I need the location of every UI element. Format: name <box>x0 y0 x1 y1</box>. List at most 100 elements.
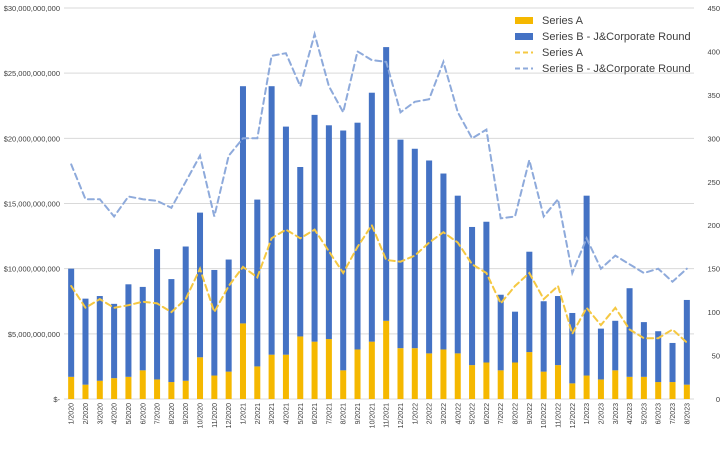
bar-series-a <box>669 382 676 399</box>
bar-series-b <box>597 328 604 380</box>
bar-series-b <box>483 221 490 363</box>
x-axis-tick: 3/2020 <box>97 403 104 425</box>
x-axis-tick: 10/2021 <box>369 403 376 428</box>
bar-series-b <box>239 86 246 324</box>
bar-series-b <box>82 298 89 385</box>
bar-series-a <box>154 379 161 399</box>
x-axis-tick: 5/2021 <box>298 403 305 425</box>
x-axis-tick: 6/2020 <box>140 403 147 425</box>
x-axis-tick: 4/2022 <box>455 403 462 425</box>
x-axis-tick: 5/2023 <box>641 403 648 425</box>
bar-series-a <box>540 371 547 399</box>
bar-series-a <box>239 323 246 399</box>
left-axis-tick: $25,000,000,000 <box>4 69 60 78</box>
bar-series-b <box>440 173 447 350</box>
legend-label: Series A <box>542 47 584 59</box>
legend-label: Series B - J&Corporate Round <box>542 31 691 43</box>
right-axis-tick-labels: 0 50 100 150 200 250 300 350 400 450 <box>707 4 720 404</box>
x-axis-tick: 1/2021 <box>240 403 247 425</box>
x-axis-tick: 8/2022 <box>513 403 520 425</box>
bar-series-a <box>368 341 375 399</box>
bar-series-a <box>211 375 218 399</box>
x-axis-tick: 7/2022 <box>498 403 505 425</box>
bar-series-a <box>139 370 146 399</box>
x-axis-tick-labels: 1/2020 2/2020 3/2020 4/2020 5/2020 6/2020 7/20… <box>69 403 692 428</box>
left-axis-tick: $5,000,000,000 <box>8 330 60 339</box>
bar-series-a <box>268 354 275 399</box>
bar-series-a <box>111 378 118 399</box>
bar-series-a <box>655 382 662 399</box>
bar-series-a <box>225 371 232 399</box>
bar-series-b <box>411 148 418 349</box>
bar-series-b <box>454 195 461 354</box>
bar-series-b <box>197 212 204 358</box>
left-axis-tick: $15,000,000,000 <box>4 200 60 209</box>
bar-series-a <box>282 354 289 399</box>
x-axis-tick: 11/2021 <box>384 403 391 428</box>
x-axis-tick: 4/2023 <box>627 403 634 425</box>
bar-series-a <box>182 380 189 399</box>
bar-series-b <box>268 86 275 355</box>
bar-series-a <box>125 376 132 399</box>
bar-series-b <box>68 268 75 377</box>
x-axis-tick: 12/2022 <box>570 403 577 428</box>
legend-label: Series B - J&Corporate Round <box>542 63 691 75</box>
legend-swatch <box>515 17 533 24</box>
x-axis-tick: 8/2021 <box>341 403 348 425</box>
bar-series-b <box>325 125 332 340</box>
bar-series-a <box>254 366 261 399</box>
bar-series-a <box>354 349 361 399</box>
bar-series-a <box>626 376 633 399</box>
x-axis-tick: 2/2022 <box>427 403 434 425</box>
bar-series-b <box>254 199 261 367</box>
x-axis-tick: 11/2020 <box>212 403 219 428</box>
bar-series-a <box>483 362 490 399</box>
x-axis-tick: 6/2023 <box>656 403 663 425</box>
x-axis-tick: 4/2020 <box>112 403 119 425</box>
x-axis-tick: 8/2023 <box>684 403 691 425</box>
bar-series-b <box>426 160 433 354</box>
bar-series-b <box>139 286 146 371</box>
bar-series-a <box>469 365 476 399</box>
bar-series-b <box>655 331 662 383</box>
bar-series-b <box>96 296 103 381</box>
legend-swatch <box>515 33 533 40</box>
bar-series-a <box>96 380 103 399</box>
bar-series-a <box>683 384 690 399</box>
legend-label: Series A <box>542 15 584 27</box>
x-axis-tick: 10/2020 <box>198 403 205 428</box>
bar-series-b <box>125 284 132 377</box>
bar-series-b <box>154 249 161 380</box>
bar-series-a <box>612 370 619 399</box>
x-axis-tick: 10/2022 <box>541 403 548 428</box>
x-axis-tick: 5/2020 <box>126 403 133 425</box>
x-axis-tick: 9/2021 <box>355 403 362 425</box>
bar-series-a <box>68 376 75 399</box>
right-axis-tick: 150 <box>707 265 720 274</box>
bar-series-a <box>454 353 461 399</box>
bar-series-a <box>325 339 332 399</box>
bar-series-b <box>182 246 189 381</box>
bar-series-b <box>340 130 347 371</box>
x-axis-tick: 9/2022 <box>527 403 534 425</box>
bar-series-a <box>426 353 433 399</box>
bar-series-a <box>197 357 204 399</box>
bar-series-b <box>669 342 676 383</box>
right-axis-tick: 0 <box>716 395 720 404</box>
right-axis-tick: 350 <box>707 91 720 100</box>
bar-series-a <box>497 370 504 399</box>
left-axis-tick-labels: $- $5,000,000,000 $10,000,000,000 $15,000,0… <box>4 4 61 404</box>
bar-series-b <box>497 294 504 371</box>
x-axis-tick: 6/2021 <box>312 403 319 425</box>
line-series-a <box>70 223 688 344</box>
bar-series-a <box>526 352 533 399</box>
x-axis-tick: 2/2020 <box>83 403 90 425</box>
right-axis-tick: 100 <box>707 308 720 317</box>
bar-series-b <box>225 259 232 372</box>
x-axis-tick: 12/2020 <box>226 403 233 428</box>
bar-series-b <box>111 303 118 379</box>
x-axis-tick: 2/2023 <box>598 403 605 425</box>
bar-series-b <box>311 114 318 342</box>
bar-series-a <box>411 348 418 399</box>
